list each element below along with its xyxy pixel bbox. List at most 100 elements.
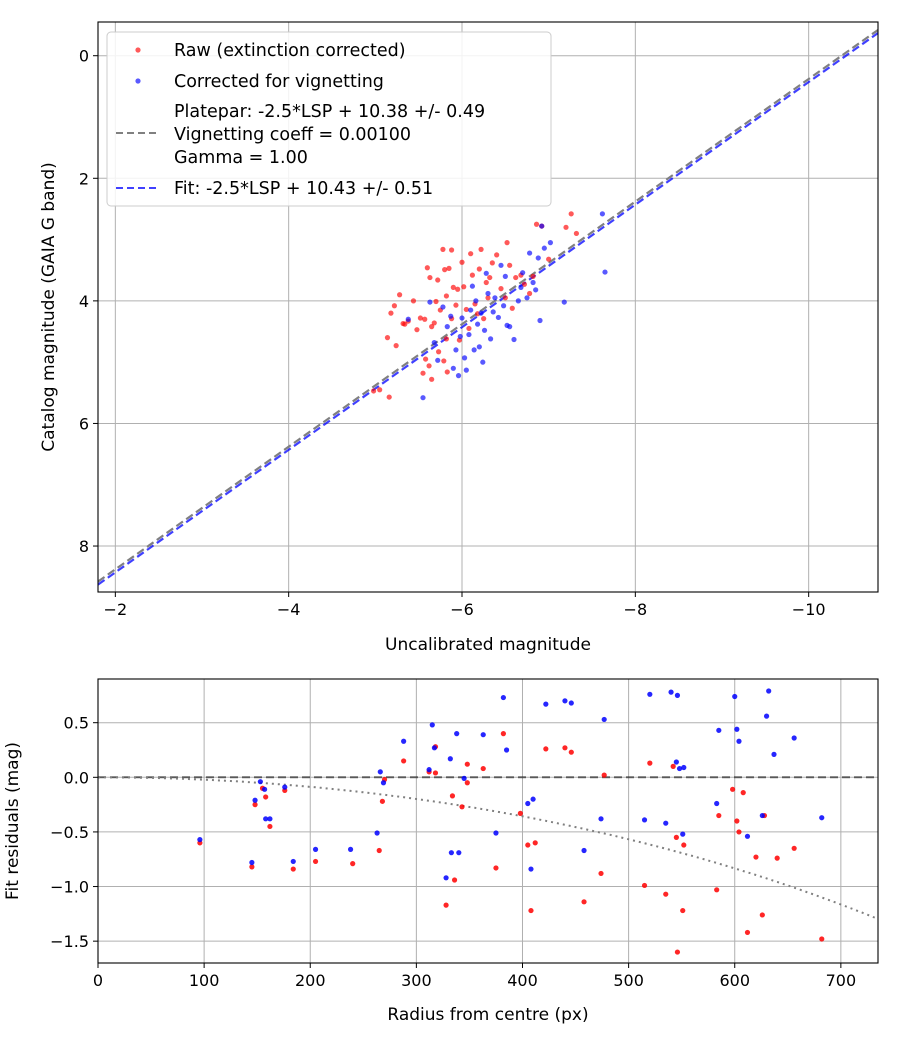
legend-label-vignetting: Vignetting coeff = 0.00100 (174, 125, 411, 145)
magnitude-chart-corrected-point (490, 309, 496, 315)
magnitude-chart-corrected-point (455, 373, 462, 379)
residuals-chart-corrected-point (401, 738, 407, 744)
residuals-chart-raw-point (736, 829, 742, 835)
magnitude-chart-raw-point (391, 303, 397, 309)
residuals-chart-corrected-point (681, 764, 687, 771)
residuals-chart-corrected-point (267, 816, 273, 822)
magnitude-chart-raw-point (502, 295, 508, 301)
magnitude-chart-corrected-point (462, 355, 468, 361)
residuals-chart-corrected-point (493, 830, 499, 836)
magnitude-chart-corrected-point (539, 223, 545, 229)
residuals-chart-corrected-point (290, 858, 296, 865)
residuals-chart-corrected-point (456, 850, 462, 856)
residuals-chart-corrected-point (528, 866, 534, 872)
magnitude-chart-corrected-point (498, 262, 504, 268)
residuals-chart-raw-point (670, 763, 676, 769)
residuals-chart-corrected-point (252, 797, 258, 803)
magnitude-chart-x-tick-label: −4 (277, 600, 301, 619)
legend-label-gamma: Gamma = 1.00 (174, 148, 308, 168)
residuals-chart-raw-point (598, 870, 604, 877)
residuals-chart-raw-point (543, 746, 549, 752)
magnitude-chart-raw-point (431, 320, 437, 326)
magnitude-chart-corrected-point (471, 347, 477, 353)
magnitude-chart-corrected-point (420, 395, 426, 401)
magnitude-chart-corrected-point (444, 324, 450, 330)
residuals-chart-raw-point (568, 749, 574, 755)
residuals-chart-raw-point (759, 912, 765, 918)
residuals-chart-corrected-point (716, 727, 722, 733)
residuals-chart-x-tick-label: 200 (295, 971, 326, 990)
magnitude-chart-corrected-point (547, 240, 554, 246)
residuals-chart-raw-point (449, 793, 456, 799)
residuals-chart-corrected-point (263, 816, 269, 822)
residuals-chart-corrected-point (426, 767, 432, 773)
residuals-chart-raw-point (376, 847, 382, 854)
residuals-chart-x-tick-label: 500 (613, 971, 644, 990)
residuals-chart-frame (97, 678, 879, 964)
magnitude-chart-corrected-point (511, 336, 517, 343)
residuals-chart-corrected-point (454, 731, 460, 737)
residuals-chart-corrected-point (503, 747, 510, 753)
magnitude-chart-raw-point (429, 376, 435, 382)
residuals-chart-raw-point (249, 864, 255, 870)
residuals-chart-corrected-point (249, 859, 255, 866)
magnitude-chart-corrected-point (440, 304, 446, 310)
residuals-chart-corrected-point (763, 713, 770, 719)
residuals-chart-raw-point (714, 887, 720, 893)
magnitude-chart-x-tick-label: −8 (624, 600, 648, 619)
residuals-chart-corrected-point (581, 847, 587, 854)
residuals-chart-raw-point (290, 866, 296, 872)
residuals-chart-raw-point (581, 899, 587, 905)
residuals-chart-corrected-point (431, 745, 438, 751)
residuals-chart-y-tick-label: 0.5 (64, 714, 89, 733)
magnitude-chart-raw-point (426, 363, 432, 369)
magnitude-chart-raw-point (455, 286, 461, 292)
legend: Raw (extinction corrected) Corrected for… (106, 31, 552, 207)
magnitude-chart-raw-point (450, 284, 456, 290)
residuals-chart-raw-point (350, 861, 356, 867)
magnitude-chart-raw-point (422, 316, 428, 322)
magnitude-chart-corrected-point (535, 255, 541, 261)
residuals-chart-corrected-point (525, 800, 531, 807)
residuals-chart-raw-point (464, 780, 470, 786)
residuals-chart-corrected-point (736, 738, 742, 744)
magnitude-chart-raw-point (459, 259, 465, 265)
residuals-chart-raw-point (464, 761, 470, 767)
magnitude-chart-corrected-point (492, 295, 498, 301)
magnitude-chart-corrected-point (520, 270, 526, 276)
magnitude-chart-raw-point (483, 279, 489, 286)
magnitude-chart-raw-point (453, 302, 459, 308)
residuals-chart-raw-point (774, 855, 780, 861)
residuals-chart-y-tick-label: −0.5 (50, 823, 89, 842)
residuals-chart-raw-point (641, 882, 648, 889)
magnitude-chart-corrected-point (602, 269, 608, 275)
magnitude-chart-corrected-point (475, 321, 481, 327)
magnitude-chart-raw-point (417, 315, 423, 321)
magnitude-chart-raw-point (429, 324, 435, 330)
residuals-chart-raw-point (753, 854, 759, 860)
residuals-chart-raw-point (401, 758, 407, 764)
magnitude-chart-corrected-point (473, 298, 479, 304)
residuals-chart-corrected-point (429, 722, 435, 728)
residuals-chart-raw-point (716, 812, 722, 819)
magnitude-chart-corrected-point (469, 283, 475, 289)
legend-box (106, 31, 552, 207)
magnitude-chart-raw-point (463, 306, 469, 313)
residuals-chart-raw-point (379, 798, 386, 804)
magnitude-chart-raw-point (388, 310, 394, 316)
residuals-chart-raw-point (734, 818, 740, 824)
magnitude-chart-raw-point (498, 286, 504, 292)
magnitude-chart-x-tick-label: −2 (104, 600, 128, 619)
residuals-chart-corrected-point (447, 756, 453, 762)
magnitude-chart-corrected-point (533, 287, 539, 293)
fit-line (98, 32, 878, 586)
residuals-chart-x-axis-label: Radius from centre (px) (387, 1005, 588, 1025)
magnitude-chart-raw-point (521, 281, 528, 287)
magnitude-chart-raw-point (433, 298, 439, 305)
magnitude-chart-raw-point (397, 292, 403, 298)
residuals-chart-x-tick-label: 400 (507, 971, 538, 990)
magnitude-chart-corrected-point (541, 245, 547, 251)
magnitude-chart-corrected-point (485, 290, 491, 297)
residuals-chart-corrected-point (374, 830, 380, 836)
